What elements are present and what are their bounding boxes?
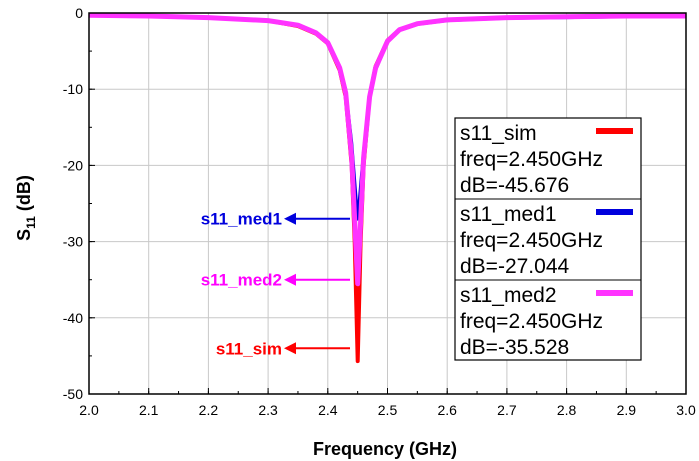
legend-sim-db: dB=-45.676: [460, 174, 569, 197]
y-tick-label: -20: [63, 157, 83, 173]
legend-med1-freq: freq=2.450GHz: [460, 229, 603, 252]
y-axis-title-unit: (dB): [14, 175, 34, 211]
x-tick-label: 2.3: [258, 402, 278, 418]
x-tick-label: 3.0: [676, 402, 696, 418]
y-tick-label: -50: [63, 386, 83, 402]
annotations: s11_med1 s11_med2 s11_sim: [201, 210, 350, 358]
legend-med1-name: s11_med1: [460, 203, 557, 226]
legend-med2-name: s11_med2: [460, 284, 557, 307]
x-axis-title: Frequency (GHz): [313, 439, 457, 459]
y-tick-label: -30: [63, 234, 83, 250]
legend: s11_sim freq=2.450GHz dB=-45.676 s11_med…: [454, 117, 642, 361]
y-tick-label: 0: [75, 5, 83, 21]
legend-med1-db: dB=-27.044: [460, 255, 569, 278]
y-axis-title-sub: 11: [24, 216, 38, 229]
legend-box: [454, 117, 642, 361]
y-tick-label: -10: [63, 81, 83, 97]
y-tick-labels: 0 -10 -20 -30 -40 -50: [63, 5, 83, 402]
x-tick-label: 2.2: [199, 402, 219, 418]
series-line-s11_med2: [88, 12, 686, 287]
annotation-s11_sim: s11_sim: [216, 339, 282, 358]
x-tick-label: 2.8: [557, 402, 577, 418]
x-tick-label: 2.9: [617, 402, 637, 418]
y-tick-label: -40: [63, 310, 83, 326]
x-tick-label: 2.7: [497, 402, 517, 418]
legend-med2-freq: freq=2.450GHz: [460, 310, 603, 333]
y-axis-title-main: S: [14, 229, 34, 241]
annotation-s11_med1: s11_med1: [201, 210, 282, 229]
x-tick-labels: 2.0 2.1 2.2 2.3 2.4 2.5 2.6 2.7 2.8 2.9 3.0: [79, 402, 696, 418]
x-tick-label: 2.0: [79, 402, 99, 418]
y-axis-title: S11 (dB): [14, 175, 38, 241]
legend-sim-name: s11_sim: [460, 122, 537, 145]
x-tick-label: 2.4: [318, 402, 338, 418]
series-lines: [88, 12, 686, 364]
annotation-arrowhead: [284, 212, 296, 225]
annotation-s11_med2: s11_med2: [201, 271, 282, 290]
annotation-arrowhead: [284, 342, 296, 355]
x-tick-label: 2.1: [139, 402, 159, 418]
annotation-arrowhead: [284, 273, 296, 286]
plot-frame: [88, 12, 687, 395]
legend-med2-db: dB=-35.528: [460, 336, 569, 359]
x-tick-label: 2.5: [378, 402, 398, 418]
legend-sim-freq: freq=2.450GHz: [460, 148, 603, 171]
x-tick-label: 2.6: [437, 402, 457, 418]
